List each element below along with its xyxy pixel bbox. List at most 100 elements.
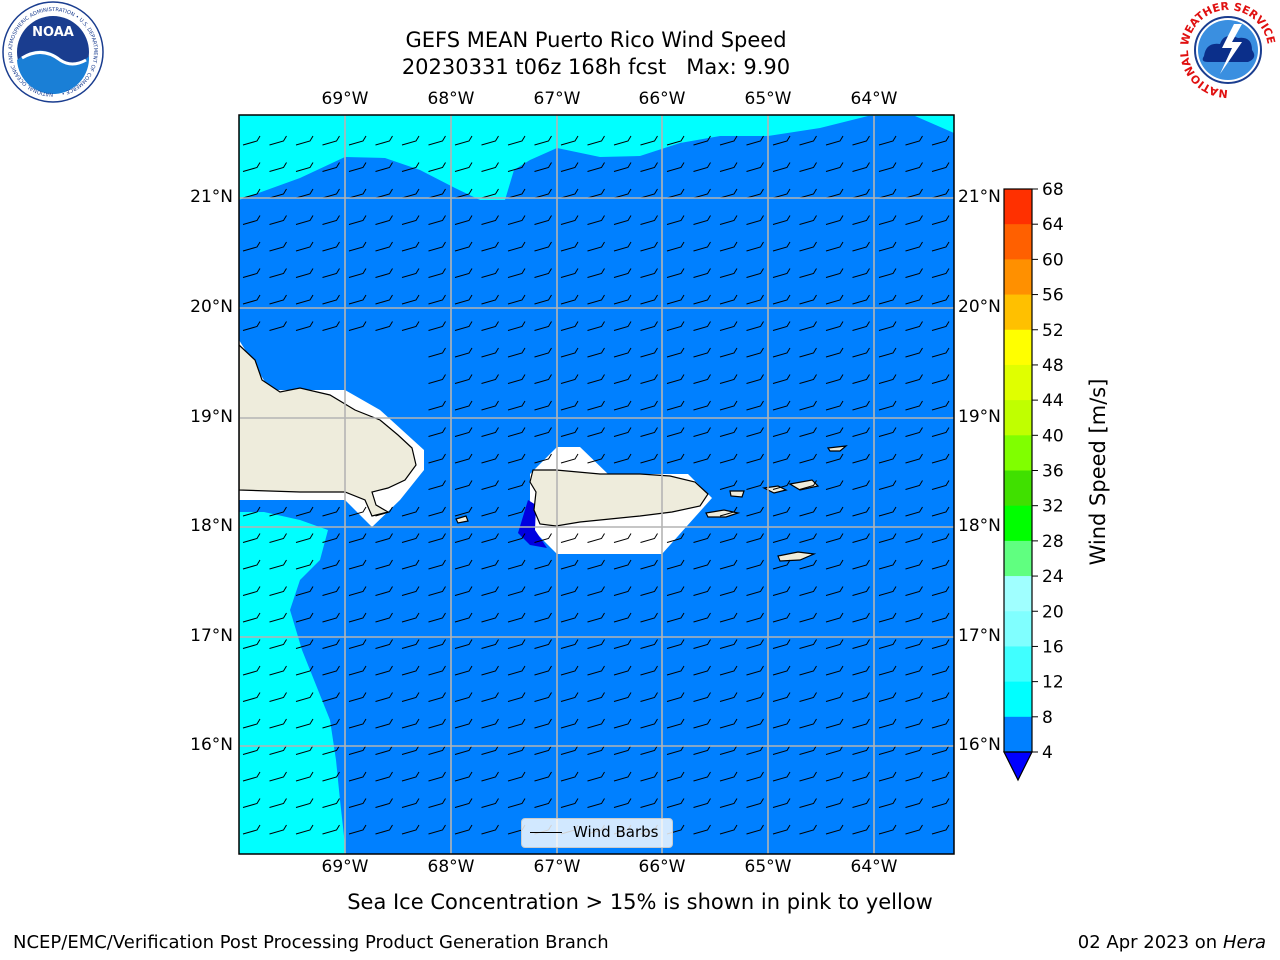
wind-barb <box>269 824 287 835</box>
wind-barb <box>799 612 817 623</box>
wind-barb <box>507 321 526 331</box>
wind-barb <box>587 639 605 649</box>
wind-barb <box>481 718 499 729</box>
legend-line-icon <box>530 832 562 833</box>
wind-barb <box>534 798 552 808</box>
wind-barb <box>746 718 764 729</box>
wind-barb <box>322 188 340 199</box>
wind-barb <box>693 586 711 596</box>
wind-barb <box>746 506 764 517</box>
wind-barb <box>640 347 658 358</box>
wind-barb <box>640 453 658 464</box>
wind-barb <box>825 745 844 755</box>
wind-barb <box>295 692 314 702</box>
wind-barb <box>799 771 817 782</box>
wind-barb <box>772 771 791 782</box>
wind-barb <box>825 824 844 835</box>
colorbar-tick-label: 68 <box>1042 180 1064 200</box>
wind-barb <box>746 215 764 225</box>
wind-barb <box>481 692 499 702</box>
wind-barb <box>640 798 658 808</box>
wind-barb <box>454 824 473 835</box>
wind-barb <box>587 665 605 676</box>
wind-barb <box>242 745 261 755</box>
wind-barb <box>878 294 897 305</box>
wind-barb <box>560 665 579 676</box>
wind-barb <box>666 135 685 146</box>
wind-barb <box>481 374 499 384</box>
lat-label: 20°N <box>958 297 1001 317</box>
wind-barb <box>507 135 526 146</box>
land-culebra <box>729 490 745 498</box>
wind-barb <box>878 400 897 411</box>
wind-barb <box>931 241 950 252</box>
colorbar-segment <box>1004 435 1032 471</box>
wind-barb <box>799 586 817 596</box>
wind-barb <box>481 745 499 755</box>
wind-barb <box>375 215 393 225</box>
wind-barb <box>560 771 579 782</box>
wind-barb <box>507 745 526 755</box>
wind-barb <box>348 241 367 252</box>
map-legend: Wind Barbs <box>521 818 673 848</box>
wind-barb <box>666 453 685 464</box>
wind-barb <box>375 559 393 570</box>
wind-barb <box>613 692 632 702</box>
wind-barb <box>322 162 340 172</box>
land-anegada <box>826 445 848 452</box>
wind-barb <box>507 718 526 729</box>
wind-barb <box>719 347 738 358</box>
wind-barb <box>825 135 844 146</box>
wind-barb <box>613 241 632 252</box>
wind-barb <box>295 745 314 755</box>
wind-barb <box>507 400 526 411</box>
wind-barb <box>534 374 552 384</box>
wind-barb <box>746 427 764 437</box>
wind-barb <box>348 771 367 782</box>
wind-barb <box>640 135 658 146</box>
wind-barb <box>825 427 844 437</box>
wind-barb <box>534 215 552 225</box>
wind-barb <box>269 188 287 199</box>
footer-machine: Hera <box>1222 932 1266 953</box>
wind-barb <box>560 798 579 808</box>
wind-barb <box>931 798 950 808</box>
wind-barb <box>269 215 287 225</box>
wind-barb <box>905 533 923 543</box>
wind-barb <box>905 745 923 755</box>
wind-barb <box>719 798 738 808</box>
wind-barb <box>746 771 764 782</box>
colorbar-tick-label: 32 <box>1042 497 1064 517</box>
wind-barb <box>348 188 367 199</box>
wind-barb <box>295 665 314 676</box>
wind-barb <box>242 586 261 596</box>
colorbar-segment <box>1004 611 1032 647</box>
wind-barb <box>534 771 552 782</box>
wind-barb <box>375 612 393 623</box>
wind-barb <box>560 215 579 225</box>
wind-barb <box>852 612 870 623</box>
wind-barb <box>375 692 393 702</box>
wind-barb <box>852 400 870 411</box>
wind-barb <box>560 294 579 305</box>
wind-barb <box>322 294 340 305</box>
wind-barb <box>852 665 870 676</box>
wind-barb <box>269 718 287 729</box>
wind-barb <box>640 188 658 199</box>
wind-barb <box>454 612 473 623</box>
wind-barb <box>931 188 950 199</box>
wind-barb <box>825 533 844 543</box>
colorbar-tick-label: 48 <box>1042 356 1064 376</box>
colorbar-tick-label: 52 <box>1042 321 1064 341</box>
wind-barb <box>481 533 499 543</box>
wind-barb <box>640 586 658 596</box>
wind-barb <box>693 771 711 782</box>
wind-barb <box>613 268 632 278</box>
footer-branch: NCEP/EMC/Verification Post Processing Pr… <box>13 932 609 953</box>
wind-barb <box>322 321 340 331</box>
lon-label: 69°W <box>321 89 369 109</box>
wind-barb <box>560 241 579 252</box>
wind-barb <box>322 639 340 649</box>
wind-barb <box>295 135 314 146</box>
